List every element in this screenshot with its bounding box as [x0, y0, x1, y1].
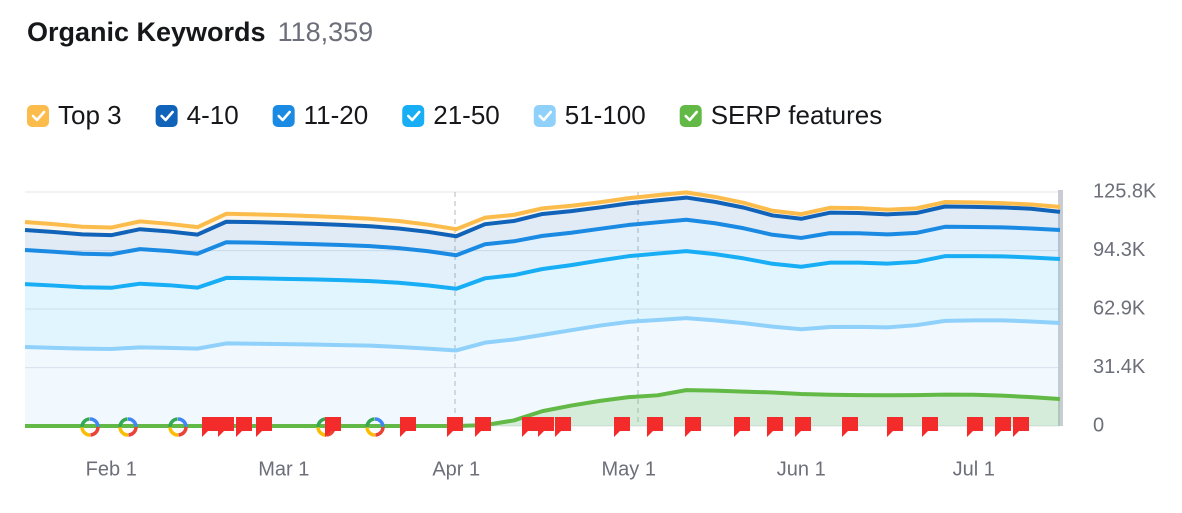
- y-tick-label: 125.8K: [1093, 180, 1157, 202]
- google-update-icon: [365, 427, 376, 437]
- event-flag: [887, 417, 903, 437]
- legend-checkbox[interactable]: [402, 105, 425, 127]
- x-tick-label: Jul 1: [953, 458, 995, 480]
- event-flag: [995, 417, 1011, 437]
- y-tick-label: 94.3K: [1093, 239, 1146, 261]
- x-tick-label: Feb 1: [86, 458, 137, 480]
- event-flag: [685, 417, 701, 437]
- event-flag: [647, 417, 663, 437]
- google-update-icon: [365, 417, 375, 428]
- legend-check: [160, 110, 174, 122]
- event-flag: [734, 417, 750, 437]
- event-flag: [522, 417, 538, 437]
- event-flag: [256, 417, 272, 437]
- event-flag: [922, 417, 938, 437]
- legend-check: [538, 110, 553, 122]
- series-line: [24, 316, 1061, 353]
- y-tick-label: 31.4K: [1093, 356, 1146, 378]
- legend-check: [406, 110, 421, 122]
- legend-label[interactable]: 11-20: [304, 100, 369, 130]
- legend-checkbox[interactable]: [272, 105, 295, 127]
- event-flag: [236, 417, 252, 437]
- chart-title: Organic Keywords: [27, 17, 266, 47]
- legend-label[interactable]: Top 3: [58, 100, 122, 130]
- legend-check: [31, 110, 46, 122]
- legend-checkbox[interactable]: [155, 105, 178, 127]
- legend-check: [684, 110, 699, 122]
- total-count: 118,359: [278, 17, 374, 47]
- google-update-icon: [168, 417, 178, 428]
- event-flag: [1013, 417, 1029, 437]
- x-tick-label: Mar 1: [258, 458, 309, 480]
- event-flag: [967, 417, 983, 437]
- area-fill: [25, 197, 1060, 256]
- event-flag: [400, 417, 416, 437]
- event-flag: [795, 417, 811, 437]
- google-update-icon: [177, 417, 188, 427]
- series-line: [24, 249, 1061, 291]
- google-update-icon: [118, 427, 129, 437]
- google-update-icon: [316, 427, 327, 437]
- legend-checkbox[interactable]: [679, 105, 702, 127]
- google-update-icon: [127, 417, 138, 427]
- legend-label[interactable]: 51-100: [565, 100, 646, 130]
- google-update-icon: [128, 426, 138, 437]
- legend-check: [277, 110, 291, 122]
- event-flag: [767, 417, 783, 437]
- google-update-icon: [178, 426, 188, 437]
- hover-column: [1058, 190, 1063, 426]
- event-flag: [475, 417, 491, 437]
- google-update-icon: [90, 426, 100, 437]
- series-line: [24, 195, 1061, 239]
- event-flag: [555, 417, 571, 437]
- y-tick-label: 62.9K: [1093, 297, 1146, 319]
- x-tick-label: May 1: [602, 458, 656, 480]
- legend-label[interactable]: SERP features: [711, 100, 883, 130]
- event-flag: [325, 417, 341, 437]
- y-tick-label: 0: [1093, 414, 1104, 436]
- google-update-icon: [374, 417, 385, 427]
- area-fill: [25, 251, 1060, 351]
- series-line: [24, 217, 1061, 258]
- google-update-icon: [118, 417, 128, 428]
- legend-checkbox[interactable]: [27, 105, 49, 127]
- google-update-icon: [168, 427, 179, 437]
- legend-checkbox[interactable]: [533, 105, 556, 127]
- x-tick-label: Apr 1: [432, 458, 480, 480]
- google-update-icon: [89, 417, 100, 427]
- google-update-icon: [80, 427, 91, 437]
- event-flag: [614, 417, 630, 437]
- google-update-icon: [316, 417, 326, 428]
- legend-label[interactable]: 4-10: [187, 100, 239, 130]
- google-update-icon: [375, 426, 385, 437]
- google-update-icon: [80, 417, 90, 428]
- event-flag: [538, 417, 554, 437]
- x-tick-label: Jun 1: [777, 458, 826, 480]
- event-flag: [202, 417, 218, 437]
- series-line: [24, 190, 1061, 232]
- event-flag: [218, 417, 234, 437]
- series-line: [25, 388, 1061, 428]
- area-fill: [25, 219, 1060, 289]
- legend-label[interactable]: 21-50: [433, 100, 500, 130]
- event-flag: [842, 417, 858, 437]
- event-flag: [447, 417, 463, 437]
